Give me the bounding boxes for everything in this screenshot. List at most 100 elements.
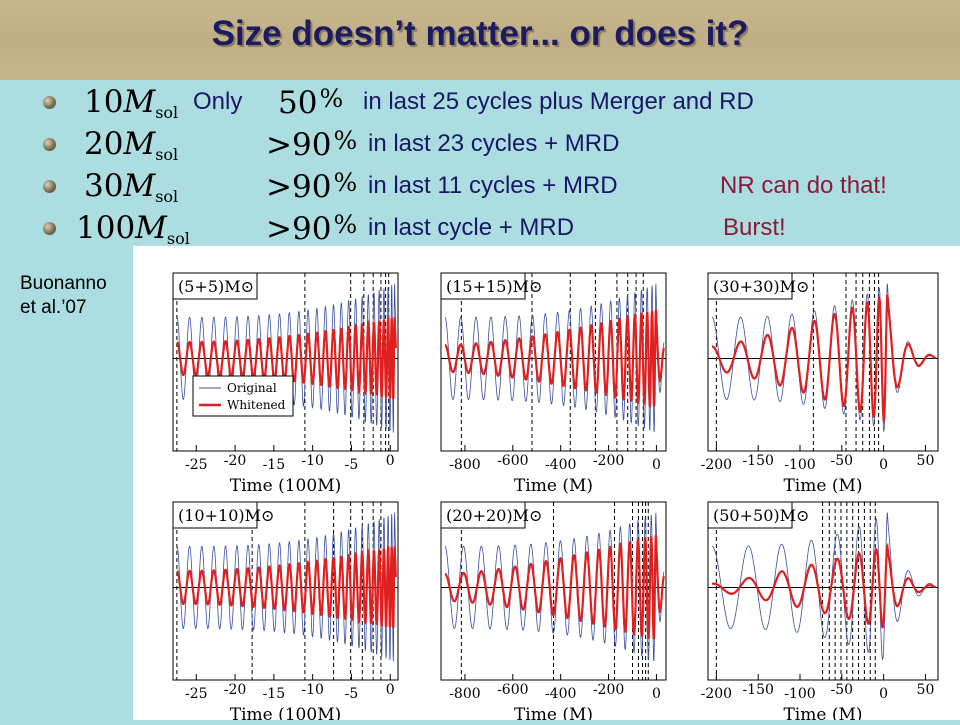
tick-label: -5 [345, 686, 359, 702]
bullet-text: in last cycle + MRD [368, 214, 575, 241]
tick-label: -400 [545, 457, 576, 473]
panel-label: (50+50)M⊙ [707, 501, 809, 529]
tick-label: -50 [831, 453, 854, 469]
x-axis-label: Time (100M) [230, 705, 341, 720]
tick-label: -200 [701, 457, 732, 473]
bullet-note: NR can do that! [720, 172, 887, 199]
panel-label-box [707, 272, 793, 300]
tick-label: -150 [742, 682, 773, 698]
bullet-text: in last 25 cycles plus Merger and RD [363, 88, 754, 115]
percent-formula: >90% [266, 168, 358, 205]
percent-formula: 50% [278, 84, 344, 121]
waveform-panel: (15+15)M⊙ -800 -600 -400 -200 0 Time (M) [440, 272, 667, 496]
tick-label: 0 [652, 457, 661, 473]
legend-box [192, 375, 294, 417]
panel-label-text: (20+20)M⊙ [446, 506, 542, 525]
tick-label: 0 [879, 457, 888, 473]
original-waveform [444, 512, 665, 662]
x-axis-label: Time (M) [514, 705, 593, 720]
percent-formula: >90% [266, 210, 358, 247]
tick-label: -800 [449, 686, 480, 702]
waveform-panel: (20+20)M⊙ -800 -600 -400 -200 0 Time (M) [440, 501, 667, 725]
panel-label-text: (30+30)M⊙ [713, 277, 809, 296]
x-axis-label: Time (M) [514, 476, 593, 496]
waveform-panel: (5+5)M⊙ -25 -20 -15 -10 -5 0 Time (100M) Origina… [172, 272, 399, 496]
tick-label: -100 [784, 457, 815, 473]
percent-formula: >90% [266, 126, 358, 163]
tick-label: 50 [917, 682, 935, 698]
bullet-row-1: 10Msol Only 50% in last 25 cycles plus M… [0, 84, 960, 124]
panel-label-box [172, 501, 258, 529]
bullet-icon [43, 180, 56, 193]
tick-label: -400 [545, 686, 576, 702]
tick-label: -200 [593, 453, 624, 469]
waveform-panel: (50+50)M⊙ -200 -150 -100 -50 0 50 Time (M) [701, 501, 939, 725]
panel-frame [707, 272, 939, 452]
whitened-waveform [444, 535, 665, 640]
tick-label: 50 [917, 453, 935, 469]
mass-formula: 30Msol [84, 168, 179, 206]
mass-formula: 20Msol [84, 126, 179, 164]
bullet-note: Burst! [723, 214, 786, 241]
tick-label: -25 [185, 686, 208, 702]
panel-label: (20+20)M⊙ [440, 501, 542, 529]
tick-label: -15 [263, 457, 286, 473]
tick-label: 0 [386, 682, 395, 698]
panel-label-text: (10+10)M⊙ [178, 506, 274, 525]
panel-label: (5+5)M⊙ [172, 272, 258, 300]
bullet-text: in last 23 cycles + MRD [368, 130, 620, 157]
whitened-waveform [444, 309, 665, 409]
panel-label-box [440, 272, 526, 300]
whitened-waveform [712, 542, 937, 629]
panel-label-box [707, 501, 793, 529]
slide-title: Size doesn’t matter... or does it? [211, 14, 749, 53]
tick-label: -10 [301, 682, 324, 698]
waveform-figure: (5+5)M⊙ -25 -20 -15 -10 -5 0 Time (100M) Origina… [133, 246, 960, 725]
prefix-text: Only [193, 88, 243, 115]
tick-label: -150 [742, 453, 773, 469]
tick-label: -5 [345, 457, 359, 473]
waveform-panel: (10+10)M⊙ -25 -20 -15 -10 -5 0 Time (100M) [172, 501, 399, 725]
tick-label: -200 [701, 686, 732, 702]
bullet-row-2: 20Msol >90% in last 23 cycles + MRD [0, 126, 960, 166]
tick-label: -200 [593, 682, 624, 698]
legend-whitened-text: Whitened [227, 398, 286, 412]
whitened-waveform [176, 544, 397, 629]
bullet-row-3: 30Msol >90% in last 11 cycles + MRD NR c… [0, 168, 960, 208]
panel-label-text: (50+50)M⊙ [713, 506, 809, 525]
citation: Buonanno et al.’07 [20, 272, 140, 320]
tick-label: -20 [224, 453, 247, 469]
panel-label-box [172, 272, 258, 300]
panel-label: (15+15)M⊙ [440, 272, 542, 300]
tick-label: -800 [449, 457, 480, 473]
whitened-waveform [711, 294, 937, 424]
tick-label: 0 [386, 453, 395, 469]
tick-label: -600 [497, 682, 528, 698]
panel-label-text: (15+15)M⊙ [446, 277, 542, 296]
tick-label: -20 [224, 682, 247, 698]
tick-label: -100 [784, 686, 815, 702]
mass-formula: 10Msol [84, 84, 179, 122]
bullet-text: in last 11 cycles + MRD [368, 172, 618, 199]
tick-label: -15 [263, 686, 286, 702]
citation-line-1: Buonanno [20, 273, 107, 294]
bullet-icon [43, 96, 56, 109]
original-waveform [444, 283, 665, 432]
legend: Original Whitened [192, 375, 294, 417]
panel-label-text: (5+5)M⊙ [178, 277, 254, 296]
panel-label: (30+30)M⊙ [707, 272, 809, 300]
whitened-waveform [176, 315, 397, 400]
tick-label: -25 [185, 457, 208, 473]
legend-original-text: Original [227, 381, 277, 395]
bullet-icon [43, 222, 56, 235]
tick-label: -10 [301, 453, 324, 469]
bullet-row-4: 100Msol >90% in last cycle + MRD Burst! [0, 210, 960, 250]
mass-formula: 100Msol [76, 210, 190, 248]
panel-label: (10+10)M⊙ [172, 501, 274, 529]
x-axis-label: Time (100M) [230, 476, 341, 496]
tick-label: 0 [652, 686, 661, 702]
waveform-panel: (30+30)M⊙ -200 -150 -100 -50 0 50 Time (M) [701, 272, 939, 496]
title-bar [0, 0, 960, 80]
tick-label: 0 [879, 686, 888, 702]
